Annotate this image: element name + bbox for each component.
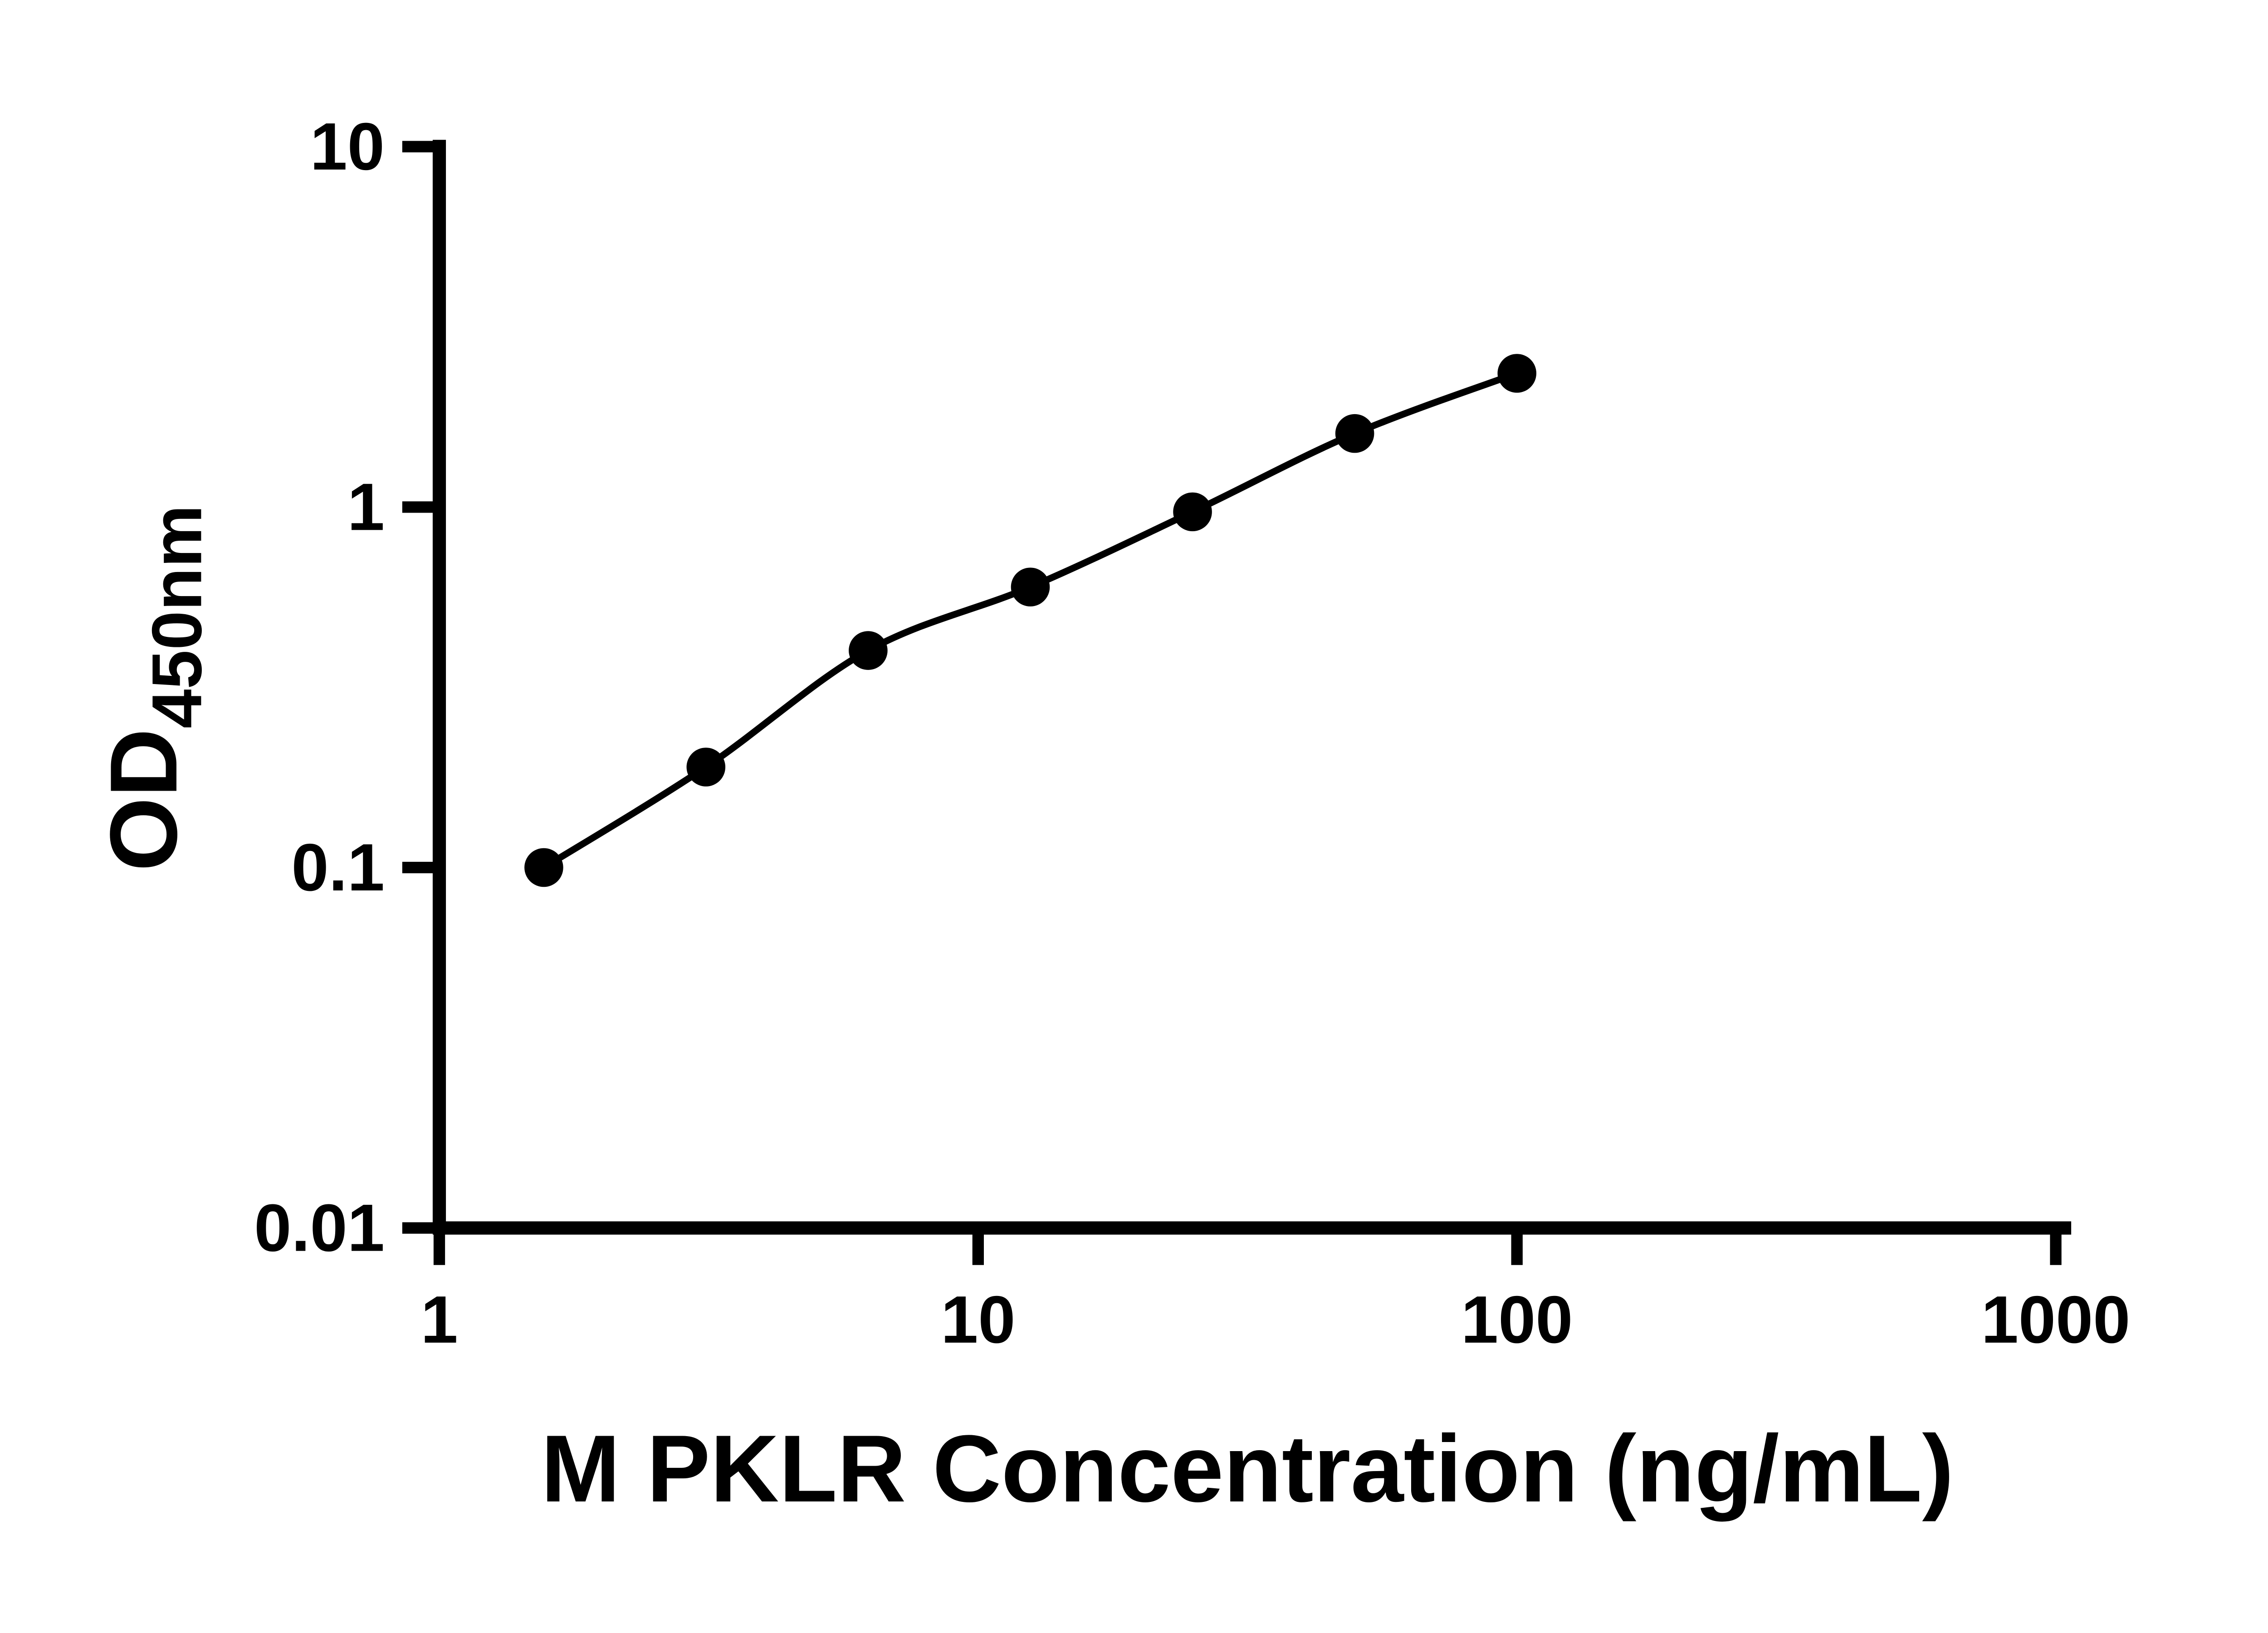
data-point-marker <box>1011 567 1050 606</box>
data-point-marker <box>686 748 726 787</box>
data-point-marker <box>1173 492 1212 532</box>
y-axis-title-subscript: 450nm <box>137 505 216 728</box>
y-tick-label: 1 <box>347 469 385 544</box>
data-point-marker <box>849 631 888 670</box>
y-tick-label: 10 <box>310 109 385 184</box>
x-axis-title-text: M PKLR Concentration (ng/mL) <box>541 1415 1954 1522</box>
x-tick-label: 1000 <box>1981 1282 2131 1357</box>
x-tick-label: 10 <box>941 1282 1015 1357</box>
standard-curve-figure: 1 10 100 1000 0.01 0.1 1 10 M PKLR Concentratio… <box>90 109 2131 1522</box>
y-tick-label: 0.1 <box>291 830 384 905</box>
y-tick-label: 0.01 <box>254 1191 385 1266</box>
data-point-marker <box>1335 414 1374 453</box>
plot-area: 1 10 100 1000 0.01 0.1 1 10 <box>254 109 2130 1357</box>
axes-frame <box>432 140 2072 1235</box>
y-axis-title-main: OD <box>90 728 197 871</box>
y-axis-title: OD450nm <box>90 505 216 871</box>
standard-curve-line <box>542 370 1518 870</box>
x-tick-label: 100 <box>1461 1282 1573 1357</box>
data-point-marker <box>1497 354 1537 393</box>
x-axis-title: M PKLR Concentration (ng/mL) <box>541 1415 1954 1522</box>
data-point-marker <box>524 848 563 887</box>
x-tick-label: 1 <box>420 1282 458 1357</box>
plot-svg: 1 10 100 1000 0.01 0.1 1 10 M PKLR Concentratio… <box>90 109 2131 1522</box>
